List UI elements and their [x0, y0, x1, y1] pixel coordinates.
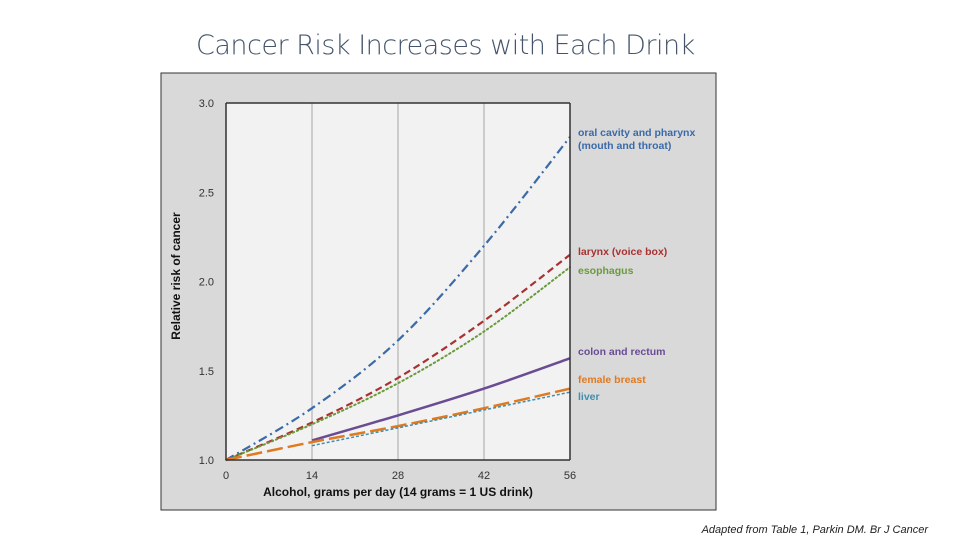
- grid-lines: [311, 103, 485, 460]
- slide-title: Cancer Risk Increases with Each Drink: [196, 30, 695, 61]
- x-tick-label: 56: [564, 470, 576, 482]
- x-tick-label: 14: [306, 470, 318, 482]
- series-line-esophagus: [225, 266, 571, 461]
- y-tick-label: 3.0: [199, 98, 214, 110]
- series-label: colon and rectum: [578, 346, 666, 358]
- series-line-female-breast: [225, 387, 571, 462]
- x-axis-title: Alcohol, grams per day (14 grams = 1 US …: [263, 485, 533, 499]
- series-line-liver: [311, 391, 571, 447]
- y-tick-label: 2.0: [199, 277, 214, 289]
- series-line-colon-and-rectum: [311, 357, 571, 442]
- y-tick-labels: 1.0 1.5 2.0 2.5 3.0: [199, 98, 214, 467]
- series-label: liver: [578, 391, 600, 403]
- y-tick-label: 1.0: [199, 455, 214, 467]
- x-tick-label: 28: [392, 470, 404, 482]
- series-lines: [225, 136, 571, 462]
- series-line-larynx-voice-box: [225, 253, 571, 462]
- x-tick-label: 0: [223, 470, 229, 482]
- x-tick-label: 42: [478, 470, 490, 482]
- series-labels: oral cavity and pharynx(mouth and throat…: [578, 127, 695, 403]
- series-label: larynx (voice box): [578, 246, 667, 258]
- y-tick-label: 1.5: [199, 366, 214, 378]
- series-line-oral-cavity-and-pharynx: [225, 136, 571, 461]
- series-label: oral cavity and pharynx: [578, 127, 695, 139]
- x-tick-labels: 0 14 28 42 56: [223, 470, 576, 482]
- series-label: esophagus: [578, 265, 634, 277]
- y-tick-label: 2.5: [199, 187, 214, 199]
- series-label: (mouth and throat): [578, 140, 671, 152]
- y-axis-title: Relative risk of cancer: [169, 212, 183, 340]
- citation: Adapted from Table 1, Parkin DM. Br J Ca…: [701, 524, 928, 536]
- series-label: female breast: [578, 374, 646, 386]
